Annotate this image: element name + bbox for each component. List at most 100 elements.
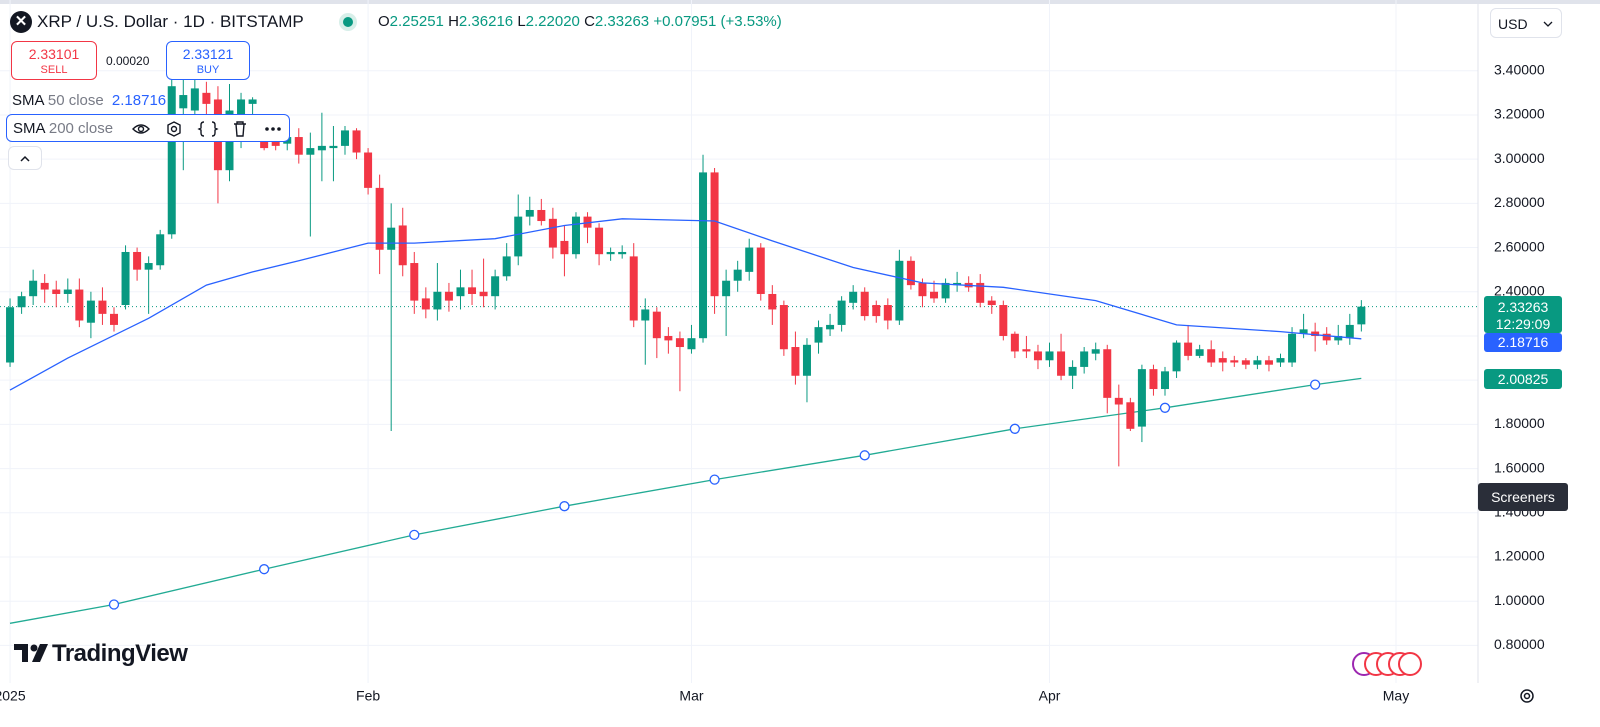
sell-button[interactable]: 2.33101 SELL (11, 41, 97, 80)
sma-marker (1009, 423, 1021, 434)
candle-body (733, 269, 742, 281)
candle-body (444, 291, 453, 301)
candle-body (560, 240, 569, 255)
candle-body (872, 305, 881, 317)
candle-body (133, 251, 142, 270)
candle-body (722, 280, 731, 297)
candle-body (895, 260, 904, 321)
candle-body (571, 216, 580, 255)
settings-gear[interactable] (1517, 686, 1537, 706)
brand-logo (14, 644, 48, 662)
candle-body (1311, 331, 1320, 336)
ohlc-value: 2.36216 (458, 13, 514, 30)
candle-body (98, 300, 107, 314)
candle-body (1161, 371, 1170, 390)
candle-body (1276, 358, 1285, 363)
indicator-params: 200 close (48, 120, 114, 137)
sma-marker (559, 501, 570, 512)
candle-body (398, 225, 407, 266)
x-tick-label: Mar (679, 688, 703, 704)
countdown: 12:29:09 (1495, 316, 1551, 332)
chevron (20, 155, 30, 162)
candle-body (1126, 402, 1135, 429)
sma-marker (258, 564, 270, 575)
sma200-legend[interactable]: SMA 200 close (6, 114, 290, 142)
candle-body (375, 187, 384, 250)
x-tick-label: 2025 (0, 688, 26, 704)
candle-body (109, 313, 118, 325)
candle-body (1357, 306, 1366, 325)
top-strip (0, 0, 1600, 4)
spread: 0.00020 (106, 54, 150, 68)
candle-body (1230, 360, 1239, 363)
y-tick-label: 1.80000 (1494, 415, 1545, 431)
candle-body (664, 335, 673, 341)
candle-body (675, 338, 684, 348)
last-price: 2.33263 (1497, 299, 1549, 315)
candle-body (814, 327, 823, 343)
candle-body (17, 296, 26, 308)
sma50-price-label: 2.18716 (1484, 333, 1562, 352)
candle-body (987, 300, 996, 306)
currency-button[interactable]: USD (1490, 8, 1562, 38)
candle-body (1149, 369, 1158, 390)
candle-body (687, 338, 696, 350)
candle-body (537, 209, 546, 222)
sma50-legend[interactable]: SMA 50 close 2.18716 (12, 92, 166, 109)
ohlc-label: C (584, 13, 595, 30)
candle-body (329, 145, 338, 149)
candle-body (918, 282, 927, 297)
candle-body (1322, 333, 1331, 341)
buy-button[interactable]: 2.33121 BUY (166, 41, 250, 80)
candle-body (606, 251, 615, 255)
candle-body (202, 92, 211, 104)
indicator-params: 50 close (47, 92, 104, 109)
candle-body (1334, 335, 1343, 341)
candle-body (1288, 333, 1297, 363)
candle-body (456, 287, 465, 297)
candle-body (1184, 342, 1193, 356)
eye-icon[interactable] (132, 124, 150, 134)
candle-body (340, 130, 349, 146)
candle-body (144, 263, 153, 270)
ohlc-label: O (378, 13, 390, 30)
candle-body (156, 234, 165, 266)
candle-body (999, 305, 1008, 336)
sma-marker (1159, 402, 1171, 413)
candle-body (352, 130, 361, 153)
brand: TradingView (14, 640, 188, 668)
y-tick-label: 3.20000 (1494, 106, 1545, 122)
candle-body (652, 311, 661, 339)
y-tick-label: 2.60000 (1494, 238, 1545, 254)
settings-icon[interactable] (167, 121, 181, 137)
candle-body (479, 291, 488, 297)
ohlc-label: L (517, 13, 526, 30)
sma-marker (108, 599, 120, 610)
candle-body (190, 88, 199, 111)
candle-body (1045, 351, 1054, 361)
sma200-price-label: 2.00825 (1484, 369, 1562, 389)
y-tick-label: 1.20000 (1494, 548, 1545, 564)
candle-body (791, 347, 800, 376)
candle-body (86, 300, 95, 323)
candle-body (629, 256, 638, 321)
candle-body (906, 260, 915, 286)
buy-label: BUY (196, 64, 220, 76)
candle-body (306, 148, 315, 155)
delete-icon[interactable] (234, 121, 246, 137)
source-icon[interactable] (197, 121, 219, 137)
y-tick-label: 3.00000 (1494, 150, 1545, 166)
candle-body (248, 99, 257, 104)
buy-price: 2.33121 (182, 46, 234, 62)
candle-body (410, 263, 419, 301)
candle-body (1057, 351, 1066, 376)
candle-body (1345, 324, 1354, 339)
indicator-label: SMA 200 close (13, 120, 113, 137)
candle-body (826, 324, 835, 330)
candle-body (364, 152, 373, 188)
collapse-button[interactable] (8, 146, 42, 170)
market-status (343, 17, 353, 27)
screeners-tooltip[interactable]: Screeners (1478, 483, 1568, 511)
events-icons[interactable] (1350, 650, 1426, 678)
